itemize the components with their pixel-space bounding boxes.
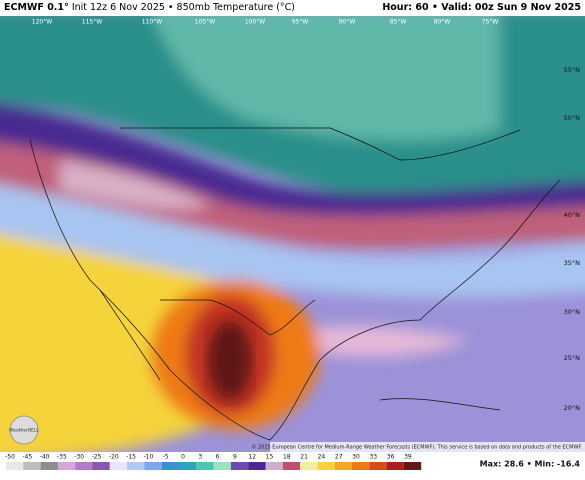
valid-time: Hour: 60 • Valid: 00z Sun 9 Nov 2025: [382, 2, 581, 13]
colorbar-swatch: [386, 462, 404, 470]
colorbar-label: 9: [233, 454, 237, 461]
colorbar-swatch: [265, 462, 283, 470]
colorbar-label: 21: [300, 454, 308, 461]
colorbar-swatch: [352, 462, 370, 470]
colorbar-label: 3: [198, 454, 202, 461]
colorbar-swatch: [213, 462, 231, 470]
colorbar-label: -50: [5, 454, 15, 461]
colorbar-label: -45: [22, 454, 32, 461]
latitude-label: 35°N: [564, 259, 581, 267]
colorbar-swatch: [23, 462, 41, 470]
longitude-label: 85°W: [390, 19, 407, 26]
colorbar-label: -40: [40, 454, 50, 461]
latitude-label: 55°N: [564, 66, 581, 74]
colorbar-label: 39: [404, 454, 412, 461]
colorbar-swatch: [144, 462, 162, 470]
colorbar-swatch: [317, 462, 335, 470]
colorbar-label: -10: [143, 454, 153, 461]
longitude-label: 90°W: [339, 19, 356, 26]
longitude-label: 100°W: [245, 19, 265, 26]
longitude-label: 75°W: [482, 19, 499, 26]
model-name: ECMWF 0.1°: [4, 2, 69, 13]
logo-text: WeatherBELL: [9, 428, 39, 434]
colorbar-swatch: [6, 462, 24, 470]
colorbar-label: 33: [369, 454, 377, 461]
colorbar-swatch: [57, 462, 76, 470]
logo-badge: [9, 415, 39, 445]
colorbar-label: 36: [387, 454, 395, 461]
colorbar-swatch: [300, 462, 318, 470]
colorbar-swatch: [230, 462, 249, 470]
colorbar-label: -30: [74, 454, 84, 461]
latitude-label: 30°N: [564, 308, 581, 316]
colorbar-swatch: [127, 462, 145, 470]
latitude-label: 50°N: [564, 114, 581, 122]
colorbar-swatch: [179, 462, 197, 470]
colorbar-label: -25: [92, 454, 102, 461]
longitude-label: 110°W: [142, 19, 162, 26]
longitude-label: 80°W: [434, 19, 451, 26]
credit: © 2025 European Centre for Medium-Range …: [251, 444, 582, 451]
colorbar-swatch: [403, 462, 422, 470]
colorbar-label: -35: [57, 454, 67, 461]
temperature-field: [0, 16, 585, 452]
colorbar-label: 15: [266, 454, 274, 461]
longitude-label: 115°W: [82, 19, 102, 26]
longitude-label: 105°W: [195, 19, 215, 26]
colorbar-swatch: [248, 462, 266, 470]
colorbar-swatch: [161, 462, 179, 470]
colorbar-label: 6: [216, 454, 220, 461]
colorbar-swatch: [109, 462, 128, 470]
colorbar-label: 30: [352, 454, 360, 461]
latitude-label: 25°N: [564, 354, 581, 362]
run-info: Init 12z 6 Nov 2025 • 850mb Temperature …: [71, 2, 295, 13]
header: ECMWF 0.1° Init 12z 6 Nov 2025 • 850mb T…: [0, 0, 585, 16]
colorbar-label: 18: [283, 454, 291, 461]
colorbar-label: -5: [163, 454, 169, 461]
colorbar-swatch: [196, 462, 214, 470]
colorbar-swatch: [369, 462, 387, 470]
colorbar-swatch: [282, 462, 301, 470]
colorbar-label: -20: [109, 454, 119, 461]
colorbar-swatch: [92, 462, 110, 470]
colorbar-swatch: [75, 462, 93, 470]
longitude-label: 120°W: [32, 19, 52, 26]
colorbar-swatch: [334, 462, 352, 470]
colorbar-label: -15: [126, 454, 136, 461]
colorbar-label: 0: [181, 454, 185, 461]
colorbar-swatch: [40, 462, 58, 470]
latitude-label: 20°N: [564, 404, 581, 412]
longitude-label: 95°W: [292, 19, 309, 26]
colorbar-label: 12: [248, 454, 256, 461]
min-max-stats: Max: 28.6 • Min: -16.4: [480, 460, 581, 469]
colorbar-label: 27: [335, 454, 343, 461]
header-left: ECMWF 0.1° Init 12z 6 Nov 2025 • 850mb T…: [4, 0, 295, 16]
credit-background: [270, 442, 585, 452]
latitude-label: 40°N: [564, 211, 581, 219]
colorbar-label: 24: [318, 454, 326, 461]
